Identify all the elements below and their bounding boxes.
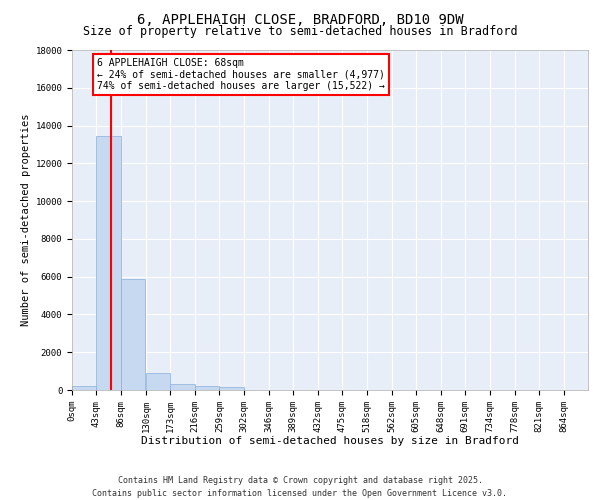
Text: Size of property relative to semi-detached houses in Bradford: Size of property relative to semi-detach… [83, 25, 517, 38]
Bar [97, 136, 121, 390]
Text: Contains HM Land Registry data © Crown copyright and database right 2025.
Contai: Contains HM Land Registry data © Crown c… [92, 476, 508, 498]
Text: 6 APPLEHAIGH CLOSE: 68sqm
← 24% of semi-detached houses are smaller (4,977)
74% : 6 APPLEHAIGH CLOSE: 68sqm ← 24% of semi-… [97, 58, 385, 91]
Bar [121, 278, 145, 390]
X-axis label: Distribution of semi-detached houses by size in Bradford: Distribution of semi-detached houses by … [141, 436, 519, 446]
Bar [72, 386, 97, 390]
Text: 6, APPLEHAIGH CLOSE, BRADFORD, BD10 9DW: 6, APPLEHAIGH CLOSE, BRADFORD, BD10 9DW [137, 12, 463, 26]
Y-axis label: Number of semi-detached properties: Number of semi-detached properties [21, 114, 31, 326]
Bar [220, 387, 244, 390]
Bar [195, 386, 220, 390]
Bar [146, 373, 170, 390]
Bar [170, 384, 195, 390]
